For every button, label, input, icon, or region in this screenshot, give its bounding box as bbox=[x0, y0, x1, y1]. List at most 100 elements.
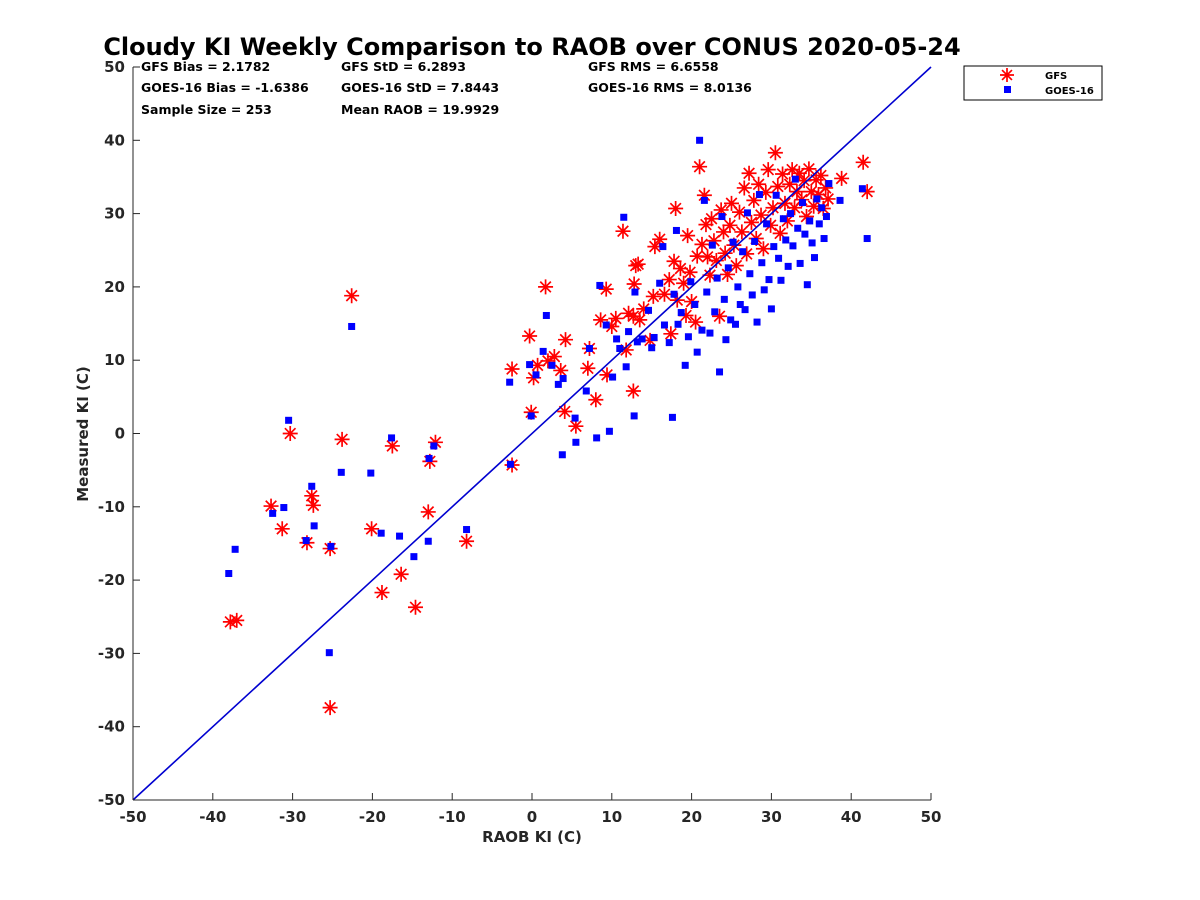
goes16-point bbox=[767, 305, 775, 313]
stat-text: Mean RAOB = 19.9929 bbox=[341, 102, 499, 117]
x-tick-label: -10 bbox=[439, 808, 466, 826]
gfs-point bbox=[787, 200, 803, 216]
goes16-point bbox=[836, 196, 844, 204]
goes16-point bbox=[665, 339, 673, 347]
goes16-point bbox=[810, 254, 818, 262]
x-tick-label: -50 bbox=[119, 808, 146, 826]
goes16-point bbox=[532, 371, 540, 379]
gfs-point bbox=[504, 361, 520, 377]
gfs-point bbox=[374, 585, 390, 601]
stat-text: GOES-16 RMS = 8.0136 bbox=[588, 80, 752, 95]
goes16-point bbox=[677, 309, 685, 317]
gfs-point bbox=[717, 245, 733, 261]
y-tick-label: 50 bbox=[104, 58, 125, 76]
goes16-point bbox=[681, 361, 689, 369]
goes16-point bbox=[668, 413, 676, 421]
gfs-point bbox=[305, 497, 321, 513]
gfs-point bbox=[806, 198, 822, 214]
chart-title: Cloudy KI Weekly Comparison to RAOB over… bbox=[103, 33, 960, 61]
gfs-point bbox=[557, 404, 573, 420]
goes16-point bbox=[638, 335, 646, 343]
gfs-point bbox=[708, 253, 724, 269]
gfs-point bbox=[625, 383, 641, 399]
gfs-point bbox=[796, 173, 812, 189]
gfs-point bbox=[700, 249, 716, 265]
gfs-point bbox=[599, 367, 615, 383]
y-tick-label: -40 bbox=[98, 718, 125, 736]
gfs-point bbox=[282, 426, 298, 441]
goes16-point bbox=[755, 191, 763, 199]
gfs-point bbox=[647, 239, 663, 255]
goes16-point bbox=[572, 438, 580, 446]
goes16-point bbox=[858, 185, 866, 193]
gfs-point bbox=[770, 178, 786, 194]
gfs-point bbox=[689, 248, 705, 264]
goes16-point bbox=[367, 469, 375, 477]
goes16-point bbox=[720, 295, 728, 303]
gfs-point bbox=[702, 267, 718, 283]
goes16-point bbox=[713, 274, 721, 282]
goes16-point bbox=[687, 278, 695, 286]
gfs-point bbox=[720, 266, 736, 282]
goes16-point bbox=[716, 368, 724, 376]
y-tick-label: 30 bbox=[104, 205, 125, 223]
gfs-point bbox=[645, 288, 661, 304]
legend-gfs-label: GFS bbox=[1045, 71, 1067, 82]
goes16-point bbox=[631, 288, 639, 296]
goes16-point bbox=[791, 175, 799, 183]
gfs-point bbox=[676, 275, 692, 291]
gfs-point bbox=[680, 228, 696, 244]
goes16-point bbox=[700, 196, 708, 204]
goes16-point bbox=[787, 210, 795, 218]
gfs-point bbox=[334, 431, 350, 447]
goes16-point bbox=[770, 243, 778, 251]
goes16-point bbox=[622, 363, 630, 371]
goes16-point bbox=[559, 375, 567, 383]
gfs-point bbox=[632, 312, 648, 328]
gfs-point bbox=[694, 236, 710, 252]
goes16-point bbox=[751, 237, 759, 245]
goes16-point bbox=[718, 213, 726, 221]
gfs-point bbox=[522, 328, 538, 344]
gfs-point bbox=[728, 258, 744, 274]
gfs-point bbox=[625, 308, 641, 324]
x-tick-label: 30 bbox=[761, 808, 782, 826]
gfs-point bbox=[696, 187, 712, 203]
goes16-point bbox=[609, 373, 617, 381]
goes16-point bbox=[645, 306, 653, 314]
stat-text: GOES-16 Bias = -1.6386 bbox=[141, 80, 309, 95]
goes16-point bbox=[731, 320, 739, 328]
goes16-point bbox=[706, 329, 714, 337]
goes16-point bbox=[748, 291, 756, 299]
goes16-point bbox=[327, 542, 335, 550]
goes16-point bbox=[760, 286, 768, 294]
goes16-point bbox=[310, 522, 318, 530]
gfs-point bbox=[777, 195, 793, 211]
gfs-point bbox=[580, 360, 596, 376]
goes16-point bbox=[388, 434, 396, 442]
goes16-point bbox=[794, 224, 802, 232]
goes16-point bbox=[813, 195, 821, 203]
gfs-point bbox=[229, 612, 245, 628]
gfs-point bbox=[608, 310, 624, 326]
gfs-point bbox=[758, 184, 774, 200]
goes16-point bbox=[377, 529, 385, 537]
goes16-point bbox=[348, 322, 356, 330]
legend: GFS GOES-16 bbox=[963, 65, 1103, 101]
goes16-point bbox=[660, 321, 668, 329]
gfs-point bbox=[604, 318, 620, 334]
gfs-point bbox=[713, 202, 729, 218]
x-axis-label: RAOB KI (C) bbox=[482, 828, 582, 846]
goes16-point bbox=[650, 333, 658, 341]
goes16-point bbox=[801, 230, 809, 238]
gfs-point bbox=[818, 180, 834, 196]
goes16-point bbox=[722, 336, 730, 344]
goes16-point bbox=[396, 532, 404, 540]
gfs-point bbox=[746, 192, 762, 208]
gfs-point bbox=[810, 187, 826, 203]
legend-box bbox=[963, 65, 1103, 101]
gfs-point bbox=[642, 332, 658, 348]
gfs-point bbox=[789, 184, 805, 200]
gfs-point bbox=[656, 286, 672, 302]
gfs-point bbox=[626, 276, 642, 292]
